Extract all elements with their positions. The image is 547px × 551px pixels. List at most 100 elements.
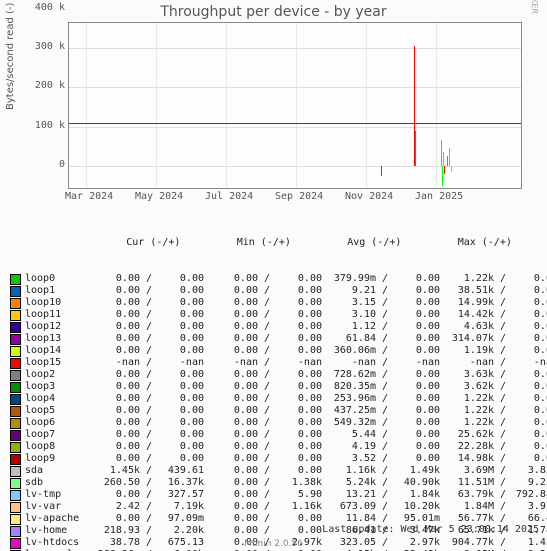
series-name: loop12 xyxy=(25,321,86,333)
legend-swatch xyxy=(10,442,21,453)
series-name: lv-var xyxy=(25,501,86,513)
data-spike xyxy=(449,148,450,166)
legend-row: lv-var2.42 /7.19k0.00 /1.16k673.09 /10.2… xyxy=(8,501,540,513)
series-name: lv-apache xyxy=(25,513,86,525)
chart-area: Throughput per device - by year Bytes/se… xyxy=(0,0,547,235)
legend-row: loop90.00 /0.000.00 /0.003.52 /0.0014.98… xyxy=(8,453,540,465)
gridline-v xyxy=(366,23,367,188)
legend-swatch xyxy=(10,274,21,285)
legend-swatch xyxy=(10,490,21,501)
legend-header: Cur (-/+)Min (-/+)Avg (-/+)Max (-/+) xyxy=(26,237,540,249)
legend-col-header: Avg (-/+) xyxy=(319,237,429,249)
series-name: loop1 xyxy=(25,285,86,297)
gridline xyxy=(69,127,521,128)
series-name: sdb xyxy=(25,477,86,489)
y-tick-label: 300 k xyxy=(20,41,65,52)
series-name: loop11 xyxy=(25,309,86,321)
legend-swatch xyxy=(10,514,21,525)
series-name: loop0 xyxy=(25,273,86,285)
legend-col-header: Cur (-/+) xyxy=(98,237,208,249)
boundary-line xyxy=(69,123,521,124)
data-spike xyxy=(415,131,416,166)
legend-swatch xyxy=(10,454,21,465)
legend-row: loop10.00 /0.000.00 /0.009.21 /0.0038.51… xyxy=(8,285,540,297)
data-spike xyxy=(443,152,444,166)
legend-row: loop50.00 /0.000.00 /0.00437.25m /0.001.… xyxy=(8,405,540,417)
y-tick-label: 400 k xyxy=(20,2,65,13)
gridline xyxy=(69,87,521,88)
legend-swatch xyxy=(10,418,21,429)
gridline-v xyxy=(156,23,157,188)
series-name: loop2 xyxy=(25,369,86,381)
x-tick-label: Jan 2025 xyxy=(415,191,463,202)
legend-swatch xyxy=(10,286,21,297)
legend-swatch xyxy=(10,526,21,537)
y-axis-label: Bytes/second read (-) / write (+) xyxy=(5,0,16,110)
legend-swatch xyxy=(10,502,21,513)
x-tick-label: May 2024 xyxy=(135,191,183,202)
legend-row: loop40.00 /0.000.00 /0.00253.96m /0.001.… xyxy=(8,393,540,405)
legend-swatch xyxy=(10,478,21,489)
data-spike xyxy=(447,156,448,166)
y-tick-label: 200 k xyxy=(20,80,65,91)
legend-row: loop15-nan /-nan-nan /-nan-nan /-nan-nan… xyxy=(8,357,540,369)
legend-row: lv-tmp0.00 /327.570.00 /5.9013.21 /1.84k… xyxy=(8,489,540,501)
series-name: loop13 xyxy=(25,333,86,345)
legend-swatch xyxy=(10,430,21,441)
gridline-v xyxy=(436,23,437,188)
series-name: loop14 xyxy=(25,345,86,357)
legend-row: loop60.00 /0.000.00 /0.00549.32m /0.001.… xyxy=(8,417,540,429)
rrdtool-watermark: RRDTOOL / TOBI OETIKER xyxy=(530,0,539,14)
series-name: lv-home xyxy=(25,525,86,537)
series-name: loop6 xyxy=(25,417,86,429)
legend-swatch xyxy=(10,466,21,477)
x-tick-label: Nov 2024 xyxy=(345,191,393,202)
legend-swatch xyxy=(10,322,21,333)
legend-col-header: Max (-/+) xyxy=(430,237,540,249)
legend-swatch xyxy=(10,334,21,345)
legend-row: sdb260.50 /16.37k0.00 /1.38k5.24k /40.90… xyxy=(8,477,540,489)
chart-title: Throughput per device - by year xyxy=(0,4,547,20)
legend-swatch xyxy=(10,298,21,309)
y-tick-label: 0 xyxy=(20,159,65,170)
legend-col-header: Min (-/+) xyxy=(209,237,319,249)
legend-row: loop80.00 /0.000.00 /0.004.19 /0.0022.28… xyxy=(8,441,540,453)
legend-row: loop00.00 /0.000.00 /0.00379.99m /0.001.… xyxy=(8,273,540,285)
legend-row: loop120.00 /0.000.00 /0.001.12 /0.004.63… xyxy=(8,321,540,333)
series-name: loop5 xyxy=(25,405,86,417)
x-tick-label: Mar 2024 xyxy=(65,191,113,202)
legend-swatch xyxy=(10,382,21,393)
legend-swatch xyxy=(10,310,21,321)
legend-row: loop100.00 /0.000.00 /0.003.15 /0.0014.9… xyxy=(8,297,540,309)
gridline-v xyxy=(296,23,297,188)
data-spike xyxy=(381,166,382,176)
data-spike xyxy=(442,166,443,186)
legend-row: loop130.00 /0.000.00 /0.0061.84 /0.00314… xyxy=(8,333,540,345)
legend-row: loop20.00 /0.000.00 /0.00728.62m /0.003.… xyxy=(8,369,540,381)
series-name: loop7 xyxy=(25,429,86,441)
series-name: sda xyxy=(25,465,86,477)
series-name: loop4 xyxy=(25,393,86,405)
legend-row: sda1.45k /439.610.00 /0.001.16k /1.49k3.… xyxy=(8,465,540,477)
legend-table: Cur (-/+)Min (-/+)Avg (-/+)Max (-/+) loo… xyxy=(8,213,540,551)
last-update: Last update: Wed Mar 5 23:00:14 2025 xyxy=(322,524,539,535)
legend-swatch xyxy=(10,370,21,381)
series-name: lv-tmp xyxy=(25,489,86,501)
plot-region xyxy=(68,22,522,189)
legend-swatch xyxy=(10,358,21,369)
x-tick-label: Jul 2024 xyxy=(205,191,253,202)
gridline xyxy=(69,166,521,167)
gridline-v xyxy=(86,23,87,188)
series-name: loop3 xyxy=(25,381,86,393)
legend-swatch xyxy=(10,346,21,357)
x-tick-label: Sep 2024 xyxy=(275,191,323,202)
gridline xyxy=(69,48,521,49)
series-name: loop8 xyxy=(25,441,86,453)
series-name: loop10 xyxy=(25,297,86,309)
legend-row: loop30.00 /0.000.00 /0.00820.35m /0.003.… xyxy=(8,381,540,393)
munin-version: Munin 2.0.56 xyxy=(0,539,547,549)
legend-swatch xyxy=(10,406,21,417)
data-spike xyxy=(441,140,442,166)
data-spike xyxy=(444,166,445,174)
data-spike xyxy=(451,166,452,172)
